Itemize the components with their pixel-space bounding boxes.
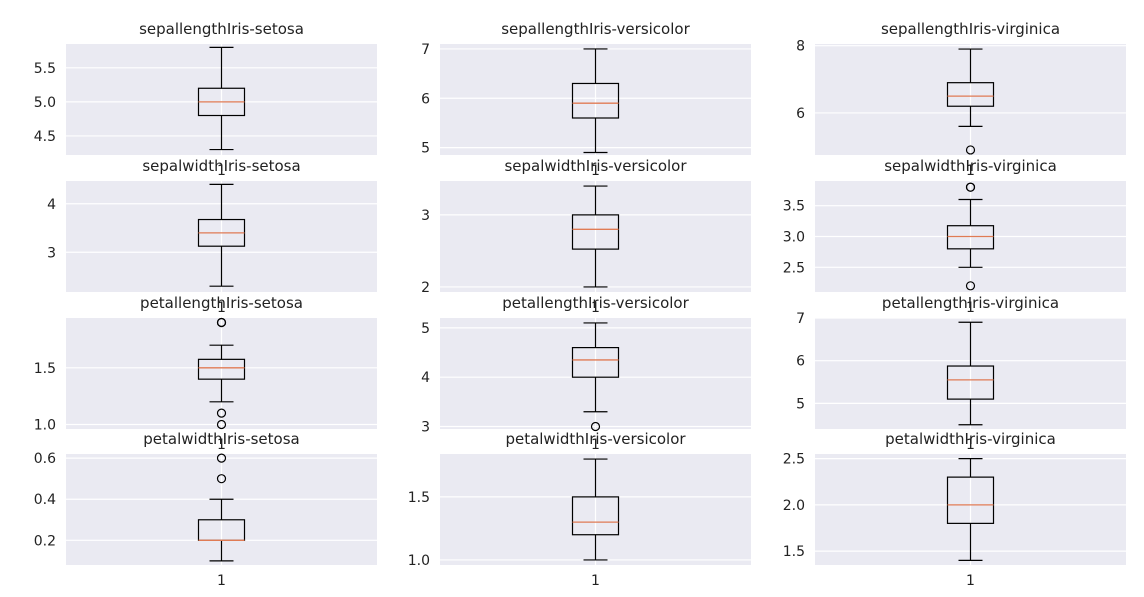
x-tick-label: 1 bbox=[217, 300, 226, 316]
subplot-title: petalwidthIris-virginica bbox=[885, 430, 1056, 448]
subplot-title: sepallengthIris-versicolor bbox=[501, 20, 690, 38]
y-tick-label: 5 bbox=[421, 321, 430, 337]
subplot-title: sepalwidthIris-virginica bbox=[884, 157, 1057, 175]
subplot-title: sepallengthIris-setosa bbox=[139, 20, 304, 38]
y-tick-label: 0.2 bbox=[34, 533, 56, 549]
x-tick-label: 1 bbox=[966, 437, 975, 453]
iqr-box bbox=[571, 347, 620, 378]
y-tick-label: 2.5 bbox=[783, 260, 805, 276]
y-tick-label: 8 bbox=[796, 39, 805, 55]
x-tick-label: 1 bbox=[591, 163, 600, 179]
iqr-box bbox=[571, 496, 620, 536]
subplot-title: sepalwidthIris-versicolor bbox=[504, 157, 687, 175]
y-tick-label: 6 bbox=[421, 91, 430, 107]
y-tick-label: 1.0 bbox=[408, 553, 430, 569]
subplot-title: sepallengthIris-virginica bbox=[881, 20, 1060, 38]
x-tick-label: 1 bbox=[966, 163, 975, 179]
subplot-title: petalwidthIris-versicolor bbox=[505, 430, 686, 448]
subplot-title: petallengthIris-virginica bbox=[882, 294, 1059, 312]
outlier-point bbox=[965, 281, 976, 291]
outlier-point bbox=[216, 474, 227, 484]
x-tick-label: 1 bbox=[217, 437, 226, 453]
y-tick-label: 2 bbox=[421, 280, 430, 296]
subplot-title: sepalwidthIris-setosa bbox=[142, 157, 300, 175]
subplot-title: petalwidthIris-setosa bbox=[143, 430, 299, 448]
y-tick-label: 5 bbox=[796, 396, 805, 412]
outlier-point bbox=[216, 408, 227, 418]
y-tick-label: 6 bbox=[796, 106, 805, 122]
y-tick-label: 3.0 bbox=[783, 230, 805, 246]
y-tick-label: 7 bbox=[421, 42, 430, 58]
y-tick-label: 3 bbox=[421, 208, 430, 224]
subplot-2: 5 6 7 sepallengthIris-versicolor 1 bbox=[421, 20, 751, 179]
iqr-box bbox=[571, 214, 620, 250]
outlier-point bbox=[216, 453, 227, 463]
outlier-point bbox=[216, 317, 227, 328]
x-tick-label: 1 bbox=[591, 300, 600, 316]
y-tick-label: 5 bbox=[421, 141, 430, 157]
iqr-box bbox=[197, 358, 246, 380]
y-tick-label: 1.5 bbox=[783, 544, 805, 560]
subplot-1: 4.5 5.0 5.5 sepallengthIris-setosa 1 bbox=[34, 20, 377, 179]
y-tick-label: 2.5 bbox=[783, 452, 805, 468]
subplot-title: petallengthIris-setosa bbox=[140, 294, 303, 312]
subplot-title: petallengthIris-versicolor bbox=[502, 294, 689, 312]
y-tick-label: 1.5 bbox=[34, 361, 56, 377]
y-tick-label: 4 bbox=[421, 370, 430, 386]
y-tick-label: 6 bbox=[796, 354, 805, 370]
y-tick-label: 3 bbox=[47, 245, 56, 261]
x-tick-label: 1 bbox=[217, 573, 226, 589]
iqr-box bbox=[946, 82, 995, 107]
outlier-point bbox=[965, 182, 976, 192]
iqr-box bbox=[946, 225, 995, 250]
y-tick-label: 4.5 bbox=[34, 129, 56, 145]
outlier-point bbox=[216, 419, 227, 430]
y-tick-label: 7 bbox=[796, 311, 805, 327]
iqr-box bbox=[946, 365, 995, 400]
y-tick-label: 1.5 bbox=[408, 490, 430, 506]
x-tick-label: 1 bbox=[966, 573, 975, 589]
y-tick-label: 0.6 bbox=[34, 451, 56, 467]
y-tick-label: 0.4 bbox=[34, 492, 56, 508]
y-tick-label: 4 bbox=[47, 197, 56, 213]
y-tick-label: 1.0 bbox=[34, 417, 56, 433]
x-tick-label: 1 bbox=[591, 437, 600, 453]
subplot-3: 6 8 sepallengthIris-virginica 1 bbox=[796, 20, 1126, 179]
iqr-box bbox=[946, 476, 995, 524]
x-tick-label: 1 bbox=[217, 163, 226, 179]
outlier-point bbox=[965, 145, 976, 155]
outlier-point bbox=[590, 421, 601, 432]
iqr-box bbox=[571, 82, 620, 119]
y-tick-label: 5.5 bbox=[34, 61, 56, 77]
y-tick-label: 2.0 bbox=[783, 498, 805, 514]
x-tick-label: 1 bbox=[966, 300, 975, 316]
y-tick-label: 3.5 bbox=[783, 199, 805, 215]
y-tick-label: 5.0 bbox=[34, 95, 56, 111]
y-tick-label: 3 bbox=[421, 420, 430, 436]
x-tick-label: 1 bbox=[591, 573, 600, 589]
